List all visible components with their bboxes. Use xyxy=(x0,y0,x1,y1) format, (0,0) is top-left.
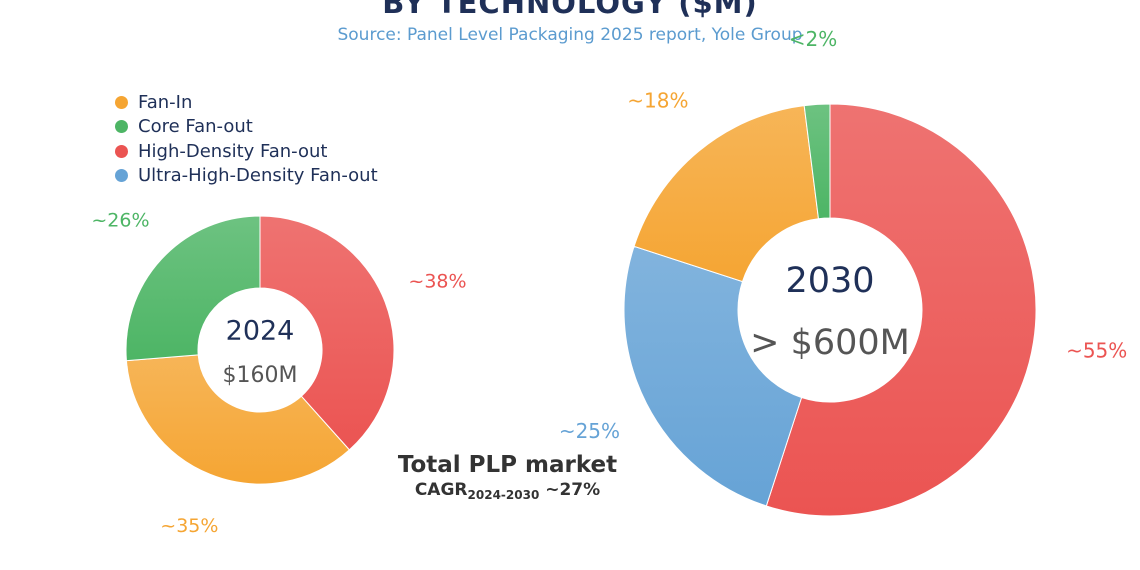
donut-year-label: 2030 xyxy=(785,261,874,301)
legend-swatch xyxy=(115,120,128,134)
slice-label: ~25% xyxy=(559,419,620,443)
cagr-value: ~27% xyxy=(545,480,601,500)
donut-chart-2030: ~55% ~25% ~18% <2% 2030 > $600M xyxy=(559,27,1127,517)
legend-item: Ultra-High-Density Fan-out xyxy=(115,164,378,189)
donut-year-label: 2024 xyxy=(226,316,295,347)
market-note: Total PLP market CAGR2024-2030 ~27% xyxy=(385,452,630,502)
donut-total-value: $160M xyxy=(223,363,298,388)
legend-item: Core Fan-out xyxy=(115,115,378,140)
donut-chart-2024: ~38% ~35% ~26% 2024 $160M xyxy=(91,210,466,537)
legend-swatch xyxy=(115,169,128,183)
cagr-subscript: 2024-2030 xyxy=(467,488,540,502)
chart-subtitle: Source: Panel Level Packaging 2025 repor… xyxy=(337,25,803,45)
legend-label: High-Density Fan-out xyxy=(138,140,328,162)
legend-label: Ultra-High-Density Fan-out xyxy=(138,165,378,187)
legend-label: Core Fan-out xyxy=(138,116,253,138)
chart-title: BY TECHNOLOGY ($M) xyxy=(382,0,758,20)
market-title: Total PLP market xyxy=(397,452,618,478)
legend-swatch xyxy=(115,95,128,109)
donut-total-value: > $600M xyxy=(750,323,910,363)
legend: Fan-In Core Fan-out High-Density Fan-out Ul… xyxy=(115,90,378,188)
slice-label: ~26% xyxy=(91,210,149,232)
legend-label: Fan-In xyxy=(138,91,193,113)
slice-label: <2% xyxy=(789,27,838,51)
slice-label: ~18% xyxy=(627,88,688,112)
slice-label: ~35% xyxy=(160,515,218,537)
slice-label: ~55% xyxy=(1066,339,1127,363)
donut-hole xyxy=(198,288,322,412)
cagr-line: CAGR2024-2030 ~27% xyxy=(385,480,630,502)
slice-label: ~38% xyxy=(408,271,466,293)
legend-swatch xyxy=(115,144,128,158)
cagr-label: CAGR xyxy=(414,480,468,500)
legend-item: Fan-In xyxy=(115,90,378,115)
donut-hole xyxy=(738,218,922,402)
legend-item: High-Density Fan-out xyxy=(115,139,378,164)
